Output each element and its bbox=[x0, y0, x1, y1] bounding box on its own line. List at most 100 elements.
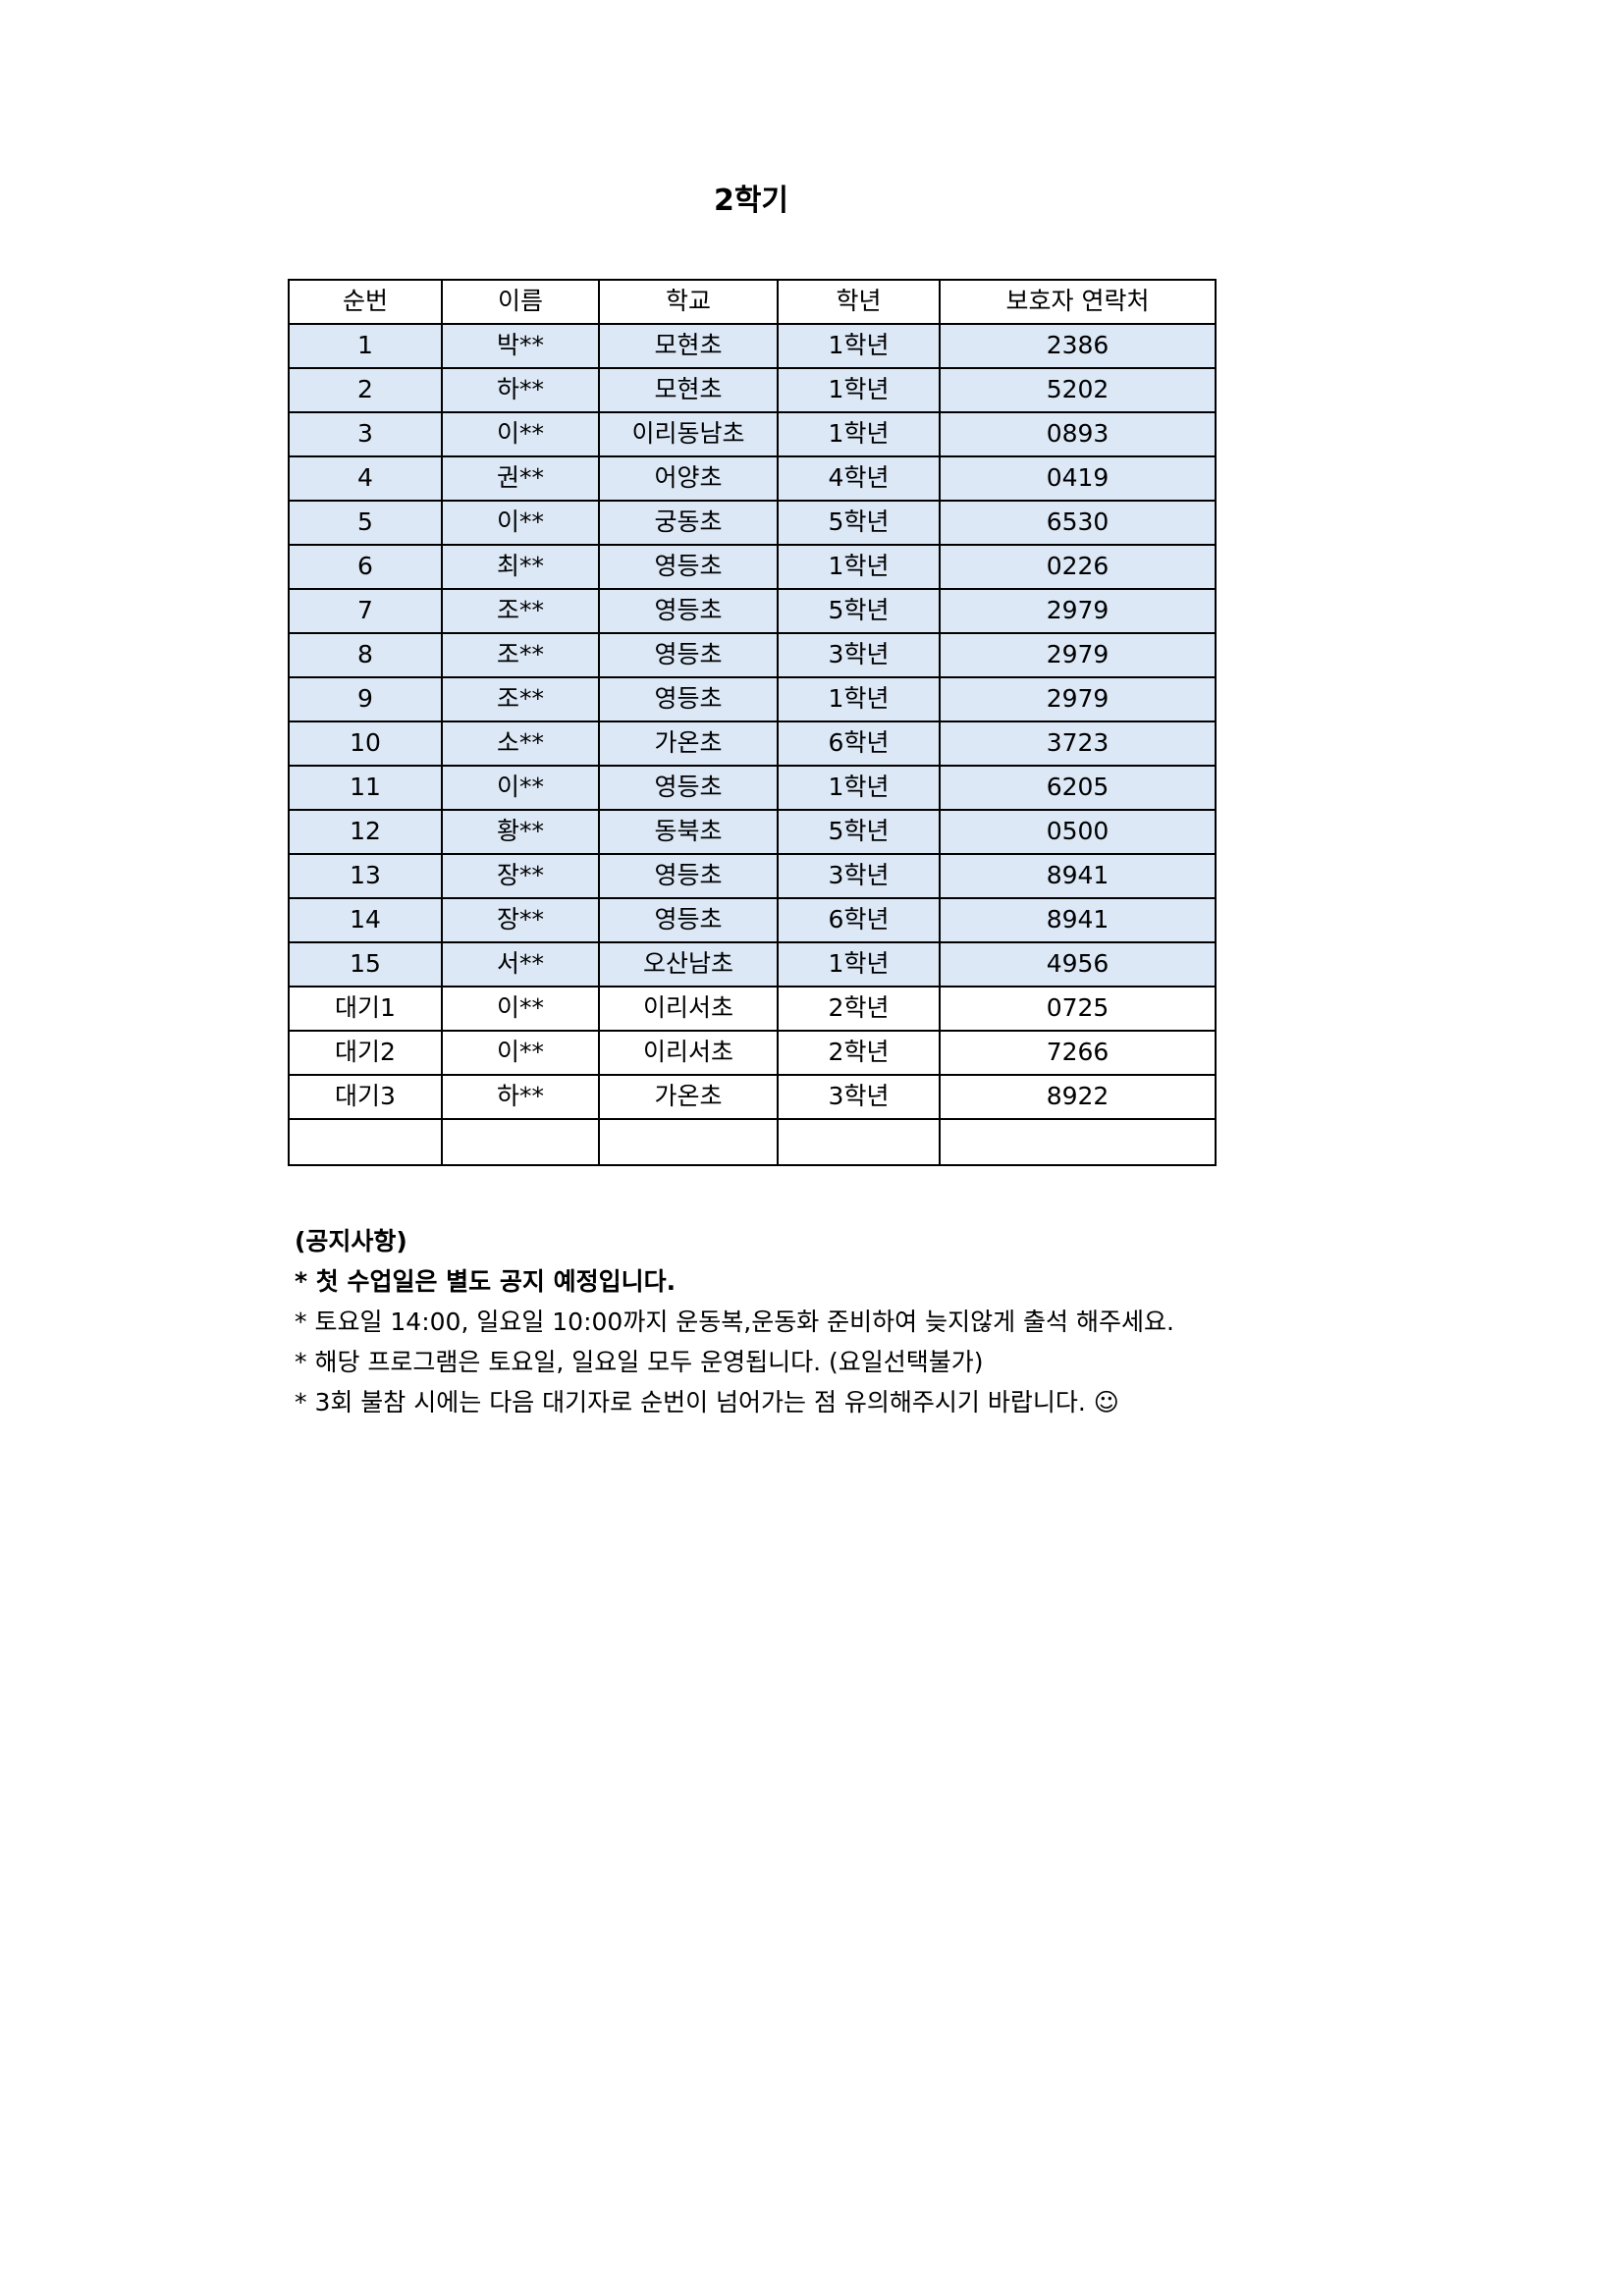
cell-phone: 0226 bbox=[939, 544, 1217, 590]
cell-name: 이** bbox=[441, 1030, 600, 1076]
cell-no: 대기2 bbox=[288, 1030, 443, 1076]
cell-no: 14 bbox=[288, 897, 443, 943]
cell-no: 5 bbox=[288, 500, 443, 546]
cell-phone bbox=[939, 1118, 1217, 1166]
cell-name: 박** bbox=[441, 323, 600, 369]
cell-school: 이리서초 bbox=[598, 1030, 779, 1076]
cell-no: 8 bbox=[288, 632, 443, 678]
table-row: 대기3 하** 가온초 3학년 8922 bbox=[288, 1074, 1217, 1120]
cell-no: 4 bbox=[288, 455, 443, 502]
cell-school: 어양초 bbox=[598, 455, 779, 502]
cell-phone: 8922 bbox=[939, 1074, 1217, 1120]
cell-phone: 8941 bbox=[939, 853, 1217, 899]
cell-school: 모현초 bbox=[598, 367, 779, 413]
table-row: 13 장** 영등초 3학년 8941 bbox=[288, 853, 1217, 899]
cell-name: 조** bbox=[441, 632, 600, 678]
cell-grade: 3학년 bbox=[777, 853, 941, 899]
notices-heading: (공지사항) bbox=[295, 1227, 407, 1255]
cell-phone: 2979 bbox=[939, 676, 1217, 722]
cell-school: 이리서초 bbox=[598, 986, 779, 1032]
cell-name: 소** bbox=[441, 721, 600, 767]
table-row: 2 하** 모현초 1학년 5202 bbox=[288, 367, 1217, 413]
cell-school: 가온초 bbox=[598, 1074, 779, 1120]
cell-school bbox=[598, 1118, 779, 1166]
cell-no: 12 bbox=[288, 809, 443, 855]
table-row: 4 권** 어양초 4학년 0419 bbox=[288, 455, 1217, 502]
table-body: 1 박** 모현초 1학년 2386 2 하** 모현초 1학년 5202 3 이** 이리동남초 1학년… bbox=[288, 323, 1217, 1166]
column-header-name: 이름 bbox=[441, 279, 600, 325]
notices-list: * 첫 수업일은 별도 공지 예정입니다. * 토요일 14:00, 일요일 10… bbox=[295, 1261, 1473, 1422]
cell-phone: 0500 bbox=[939, 809, 1217, 855]
table-row: 5 이** 궁동초 5학년 6530 bbox=[288, 500, 1217, 546]
cell-no: 대기1 bbox=[288, 986, 443, 1032]
cell-school: 영등초 bbox=[598, 853, 779, 899]
cell-school: 오산남초 bbox=[598, 941, 779, 988]
cell-grade: 1학년 bbox=[777, 676, 941, 722]
table-row: 15 서** 오산남초 1학년 4956 bbox=[288, 941, 1217, 988]
cell-name: 장** bbox=[441, 897, 600, 943]
cell-grade: 5학년 bbox=[777, 809, 941, 855]
cell-phone: 8941 bbox=[939, 897, 1217, 943]
cell-grade: 3학년 bbox=[777, 632, 941, 678]
roster-table: 순번 이름 학교 학년 보호자 연락처 1 박** 모현초 1학년 2386 2 하** 모현… bbox=[288, 279, 1217, 1166]
table-row: 12 황** 동북초 5학년 0500 bbox=[288, 809, 1217, 855]
cell-phone: 0419 bbox=[939, 455, 1217, 502]
table-header-row: 순번 이름 학교 학년 보호자 연락처 bbox=[288, 279, 1217, 325]
cell-name bbox=[441, 1118, 600, 1166]
notice-line: * 해당 프로그램은 토요일, 일요일 모두 운영됩니다. (요일선택불가) bbox=[295, 1348, 984, 1376]
cell-no: 3 bbox=[288, 411, 443, 457]
cell-no: 6 bbox=[288, 544, 443, 590]
cell-no: 대기3 bbox=[288, 1074, 443, 1120]
cell-phone: 2386 bbox=[939, 323, 1217, 369]
cell-grade: 5학년 bbox=[777, 500, 941, 546]
cell-grade: 6학년 bbox=[777, 897, 941, 943]
page-title: 2학기 bbox=[713, 184, 789, 218]
cell-school: 가온초 bbox=[598, 721, 779, 767]
cell-grade: 1학년 bbox=[777, 411, 941, 457]
cell-phone: 0725 bbox=[939, 986, 1217, 1032]
column-header-grade: 학년 bbox=[777, 279, 941, 325]
cell-phone: 2979 bbox=[939, 588, 1217, 634]
cell-name: 황** bbox=[441, 809, 600, 855]
notice-line: * 3회 불참 시에는 다음 대기자로 순번이 넘어가는 점 유의해주시기 바랍… bbox=[295, 1388, 1119, 1416]
cell-no: 9 bbox=[288, 676, 443, 722]
cell-grade: 3학년 bbox=[777, 1074, 941, 1120]
cell-grade: 4학년 bbox=[777, 455, 941, 502]
cell-school: 영등초 bbox=[598, 676, 779, 722]
table-row: 8 조** 영등초 3학년 2979 bbox=[288, 632, 1217, 678]
cell-name: 조** bbox=[441, 588, 600, 634]
table-row: 대기2 이** 이리서초 2학년 7266 bbox=[288, 1030, 1217, 1076]
cell-phone: 0893 bbox=[939, 411, 1217, 457]
cell-no: 1 bbox=[288, 323, 443, 369]
table-row: 14 장** 영등초 6학년 8941 bbox=[288, 897, 1217, 943]
cell-name: 하** bbox=[441, 367, 600, 413]
table-row: 10 소** 가온초 6학년 3723 bbox=[288, 721, 1217, 767]
cell-school: 영등초 bbox=[598, 544, 779, 590]
cell-grade: 1학년 bbox=[777, 323, 941, 369]
cell-phone: 7266 bbox=[939, 1030, 1217, 1076]
cell-school: 영등초 bbox=[598, 897, 779, 943]
cell-grade: 1학년 bbox=[777, 544, 941, 590]
cell-phone: 5202 bbox=[939, 367, 1217, 413]
table-row: 7 조** 영등초 5학년 2979 bbox=[288, 588, 1217, 634]
table-row: 9 조** 영등초 1학년 2979 bbox=[288, 676, 1217, 722]
cell-school: 영등초 bbox=[598, 588, 779, 634]
column-header-phone: 보호자 연락처 bbox=[939, 279, 1217, 325]
cell-phone: 2979 bbox=[939, 632, 1217, 678]
cell-no bbox=[288, 1118, 443, 1166]
cell-grade: 5학년 bbox=[777, 588, 941, 634]
cell-phone: 4956 bbox=[939, 941, 1217, 988]
cell-name: 조** bbox=[441, 676, 600, 722]
cell-school: 동북초 bbox=[598, 809, 779, 855]
column-header-school: 학교 bbox=[598, 279, 779, 325]
cell-grade: 2학년 bbox=[777, 986, 941, 1032]
table-row: 3 이** 이리동남초 1학년 0893 bbox=[288, 411, 1217, 457]
table-row bbox=[288, 1118, 1217, 1166]
cell-school: 궁동초 bbox=[598, 500, 779, 546]
notice-line: * 토요일 14:00, 일요일 10:00까지 운동복,운동화 준비하여 늦지… bbox=[295, 1308, 1174, 1336]
cell-no: 11 bbox=[288, 765, 443, 811]
cell-name: 이** bbox=[441, 765, 600, 811]
cell-phone: 6530 bbox=[939, 500, 1217, 546]
cell-grade: 1학년 bbox=[777, 941, 941, 988]
